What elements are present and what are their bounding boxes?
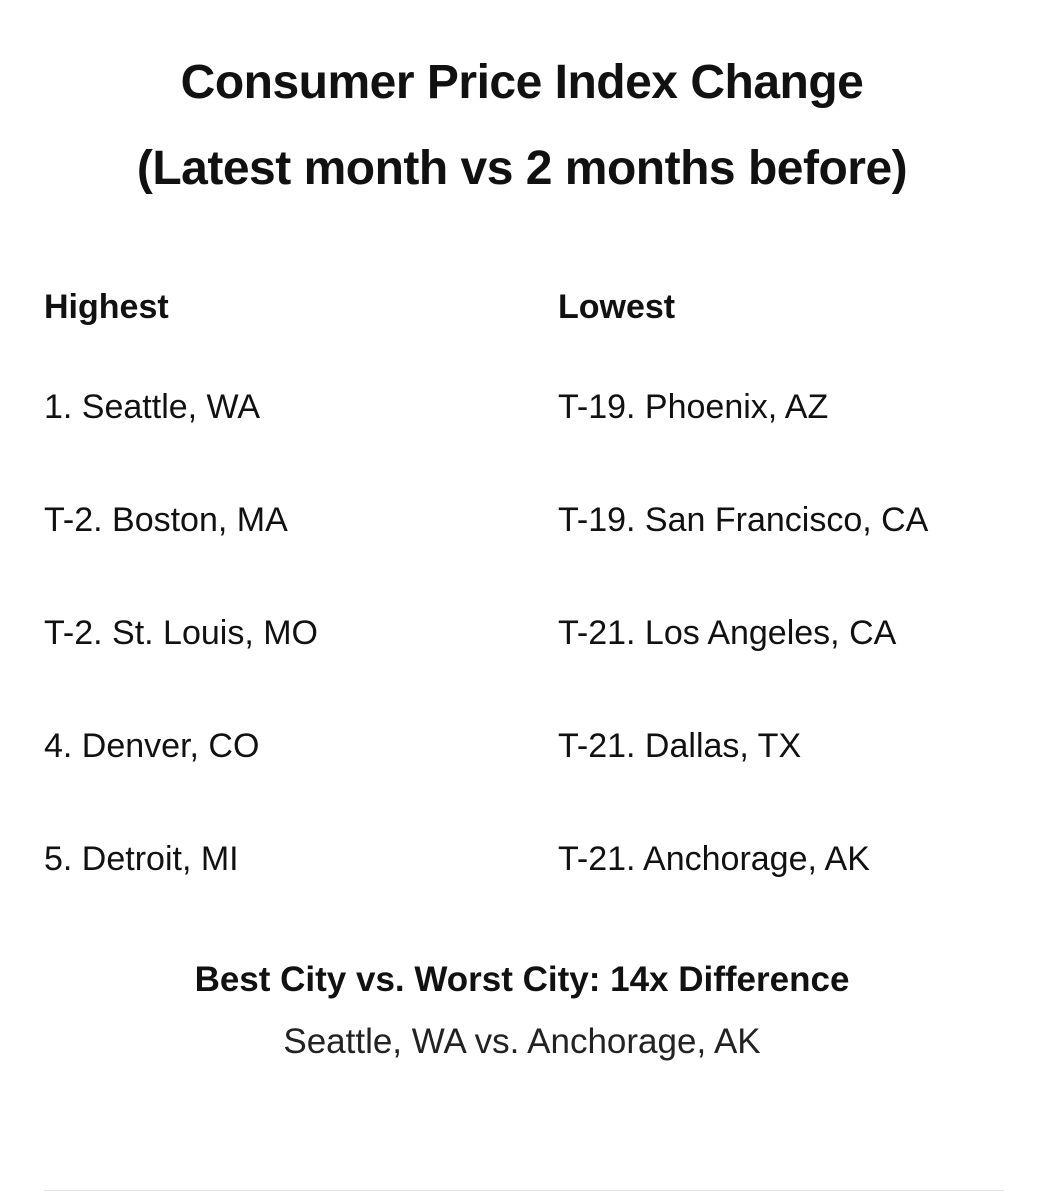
highest-heading: Highest [44, 288, 169, 326]
title-line-1: Consumer Price Index Change [180, 56, 864, 109]
list-item: 4. Denver, CO [44, 727, 260, 765]
summary-heading: Best City vs. Worst City: 14x Difference [194, 960, 850, 999]
list-item: 1. Seattle, WA [44, 388, 261, 426]
list-item: T-19. San Francisco, CA [558, 501, 929, 539]
list-item: T-21. Los Angeles, CA [558, 614, 897, 652]
divider [44, 1190, 1004, 1191]
summary: Best City vs. Worst City: 14x Difference… [0, 955, 1044, 1067]
list-item: T-19. Phoenix, AZ [558, 388, 829, 426]
title-line-2: (Latest month vs 2 months before) [136, 142, 908, 195]
page-title: Consumer Price Index Change (Latest mont… [0, 40, 1044, 212]
list-item: T-21. Anchorage, AK [558, 840, 870, 878]
list-item: T-2. Boston, MA [44, 501, 288, 539]
lowest-column: Lowest T-19. Phoenix, AZ T-19. San Franc… [558, 284, 1028, 878]
list-item: T-21. Dallas, TX [558, 727, 802, 765]
list-item: T-2. St. Louis, MO [44, 614, 318, 652]
list-item: 5. Detroit, MI [44, 840, 239, 878]
summary-subtitle: Seattle, WA vs. Anchorage, AK [283, 1022, 761, 1061]
highest-column: Highest 1. Seattle, WA T-2. Boston, MA T… [44, 284, 524, 878]
lowest-heading: Lowest [558, 288, 676, 326]
